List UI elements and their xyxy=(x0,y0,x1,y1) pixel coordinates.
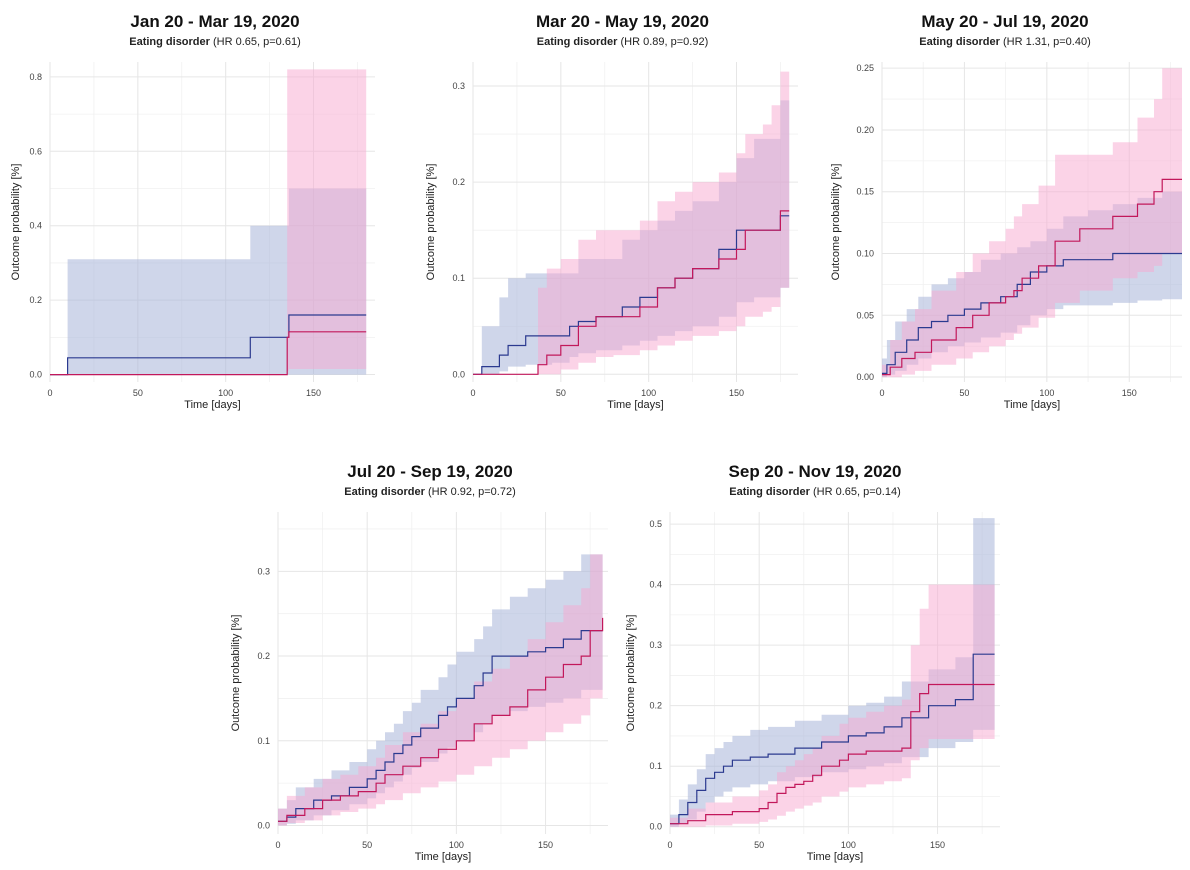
y-tick-label: 0.1 xyxy=(649,761,662,771)
y-tick-label: 0.0 xyxy=(452,369,465,379)
x-tick-label: 50 xyxy=(133,388,143,398)
panel-subtitle: Eating disorder (HR 0.89, p=0.92) xyxy=(536,36,709,48)
x-tick-label: 150 xyxy=(1122,388,1137,398)
series-b-ci-band xyxy=(473,71,790,375)
km-panel-4: Jul 20 - Sep 19, 2020 Eating disorder (H… xyxy=(220,462,640,870)
y-tick-label: 0.3 xyxy=(649,640,662,650)
x-tick-label: 100 xyxy=(641,388,656,398)
y-axis-label: Outcome probability [%] xyxy=(625,615,637,732)
y-tick-label: 0.20 xyxy=(856,125,874,135)
series-b-ci-band xyxy=(50,69,367,375)
series-b-step-line xyxy=(670,683,995,825)
y-tick-label: 0.2 xyxy=(452,177,465,187)
panel-subtitle: Eating disorder (HR 0.65, p=0.61) xyxy=(129,36,301,48)
x-tick-label: 100 xyxy=(1039,388,1054,398)
x-tick-label: 150 xyxy=(930,840,945,850)
series-b-step-line xyxy=(278,617,604,822)
x-tick-label: 0 xyxy=(879,388,884,398)
x-tick-label: 50 xyxy=(754,840,764,850)
km-panel-3: May 20 - Jul 19, 2020 Eating disorder (H… xyxy=(820,12,1190,417)
x-tick-label: 100 xyxy=(841,840,856,850)
y-tick-label: 0.00 xyxy=(856,372,874,382)
x-tick-label: 0 xyxy=(47,388,52,398)
series-b-step-line xyxy=(50,331,367,376)
y-tick-label: 0.4 xyxy=(29,221,42,231)
km-panel-2: Mar 20 - May 19, 2020 Eating disorder (H… xyxy=(415,12,830,417)
y-axis-label: Outcome probability [%] xyxy=(10,164,22,281)
y-tick-label: 0.1 xyxy=(452,273,465,283)
y-tick-label: 0.4 xyxy=(649,580,662,590)
x-tick-label: 150 xyxy=(306,388,321,398)
panel-title: May 20 - Jul 19, 2020 xyxy=(921,12,1089,31)
y-tick-label: 0.0 xyxy=(257,821,270,831)
y-tick-label: 0.0 xyxy=(649,822,662,832)
x-axis-label: Time [days] xyxy=(1004,399,1060,411)
y-axis-label: Outcome probability [%] xyxy=(425,164,437,281)
km-panel-1: Jan 20 - Mar 19, 2020 Eating disorder (H… xyxy=(0,12,430,417)
series-a-step-line xyxy=(278,630,603,822)
series-b-ci-band xyxy=(882,68,1182,378)
x-tick-label: 100 xyxy=(449,840,464,850)
x-tick-label: 150 xyxy=(729,388,744,398)
panel-title: Jul 20 - Sep 19, 2020 xyxy=(347,462,513,481)
km-plot: 0 50 100 150 0.0 0.2 0.4 0.6 0.8 Time [days] Outco… xyxy=(10,62,375,411)
series-a-ci-band xyxy=(278,554,603,826)
series-b-step-line xyxy=(882,178,1182,376)
panel-subtitle: Eating disorder (HR 0.92, p=0.72) xyxy=(344,486,516,498)
series-a-step-line xyxy=(473,215,790,375)
series-b-step-line xyxy=(473,210,790,375)
x-axis-label: Time [days] xyxy=(415,851,471,863)
y-tick-label: 0.5 xyxy=(649,519,662,529)
km-panel-5: Sep 20 - Nov 19, 2020 Eating disorder (H… xyxy=(615,462,1015,870)
y-tick-label: 0.3 xyxy=(257,566,270,576)
x-tick-label: 0 xyxy=(470,388,475,398)
y-tick-label: 0.2 xyxy=(257,651,270,661)
y-tick-label: 0.3 xyxy=(452,81,465,91)
y-tick-label: 0.15 xyxy=(856,187,874,197)
series-b-ci-band xyxy=(278,516,603,826)
series-a-step-line xyxy=(670,653,995,825)
x-tick-label: 100 xyxy=(218,388,233,398)
x-tick-label: 0 xyxy=(275,840,280,850)
km-plot: 0 50 100 150 0.00 0.05 0.10 0.15 0.20 0.25 Time [d… xyxy=(830,62,1182,411)
x-tick-label: 50 xyxy=(959,388,969,398)
y-tick-label: 0.0 xyxy=(29,370,42,380)
y-tick-label: 0.2 xyxy=(649,701,662,711)
series-a-ci-band xyxy=(50,188,367,375)
x-axis-label: Time [days] xyxy=(184,399,240,411)
panel-title: Jan 20 - Mar 19, 2020 xyxy=(130,12,300,31)
y-tick-label: 0.6 xyxy=(29,146,42,156)
panel-subtitle: Eating disorder (HR 0.65, p=0.14) xyxy=(729,486,901,498)
y-tick-label: 0.2 xyxy=(29,295,42,305)
x-axis-label: Time [days] xyxy=(607,399,663,411)
series-a-step-line xyxy=(882,252,1182,374)
x-tick-label: 50 xyxy=(556,388,566,398)
km-plot: 0 50 100 150 0.0 0.1 0.2 0.3 Time [days] Outcome … xyxy=(230,512,608,863)
x-tick-label: 50 xyxy=(362,840,372,850)
series-a-step-line xyxy=(50,314,367,376)
y-tick-label: 0.8 xyxy=(29,72,42,82)
y-tick-label: 0.1 xyxy=(257,736,270,746)
panel-title: Mar 20 - May 19, 2020 xyxy=(536,12,709,31)
x-axis-label: Time [days] xyxy=(807,851,863,863)
y-axis-label: Outcome probability [%] xyxy=(830,164,842,281)
panel-subtitle: Eating disorder (HR 1.31, p=0.40) xyxy=(919,36,1091,48)
x-tick-label: 150 xyxy=(538,840,553,850)
y-axis-label: Outcome probability [%] xyxy=(230,615,242,732)
km-plot: 0 50 100 150 0.0 0.1 0.2 0.3 Time [days] Outcome … xyxy=(425,62,798,411)
y-tick-label: 0.10 xyxy=(856,249,874,259)
y-tick-label: 0.25 xyxy=(856,63,874,73)
x-tick-label: 0 xyxy=(667,840,672,850)
panel-title: Sep 20 - Nov 19, 2020 xyxy=(728,462,902,481)
y-tick-label: 0.05 xyxy=(856,310,874,320)
km-plot: 0 50 100 150 0.0 0.1 0.2 0.3 0.4 0.5 Time [days] Ou… xyxy=(625,512,1000,863)
